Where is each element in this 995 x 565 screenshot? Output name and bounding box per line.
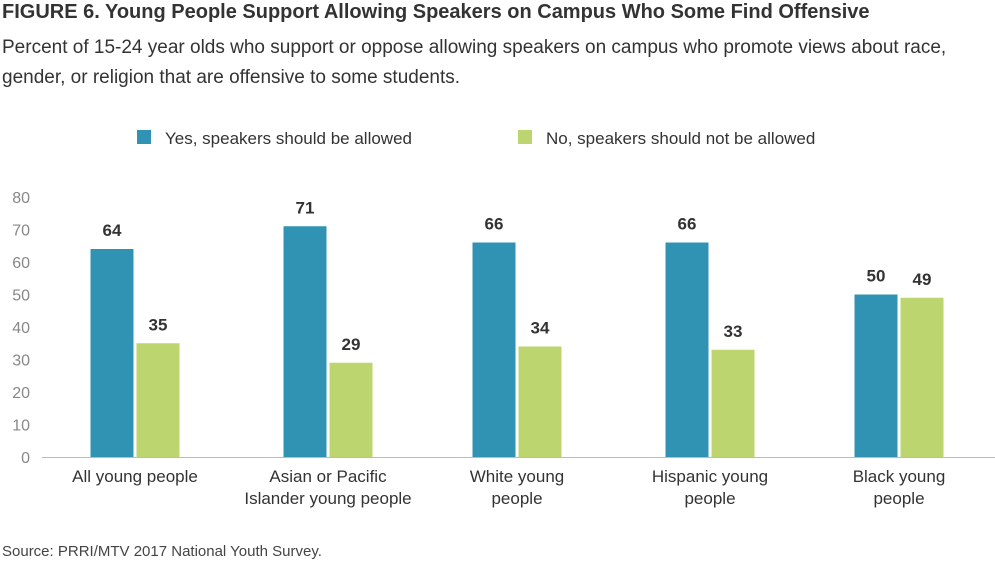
bar-yes-2 [283,226,327,457]
y-tick-label: 80 [12,190,30,207]
legend-swatch-2 [518,130,532,144]
x-category-label-1: All young people [72,467,198,486]
chart-title: FIGURE 6. Young People Support Allowing … [2,1,870,23]
y-tick-label: 10 [12,418,30,435]
data-label-no-4: 33 [724,322,743,341]
bars: 64 35 71 29 66 34 66 33 50 49 [90,198,944,457]
y-tick-label: 0 [21,450,30,467]
data-label-yes-4: 66 [678,215,697,234]
y-tick-label: 20 [12,385,30,402]
data-label-no-3: 34 [531,319,550,338]
bar-no-4 [711,349,755,457]
y-tick-label: 50 [12,288,30,305]
legend-swatch-1 [137,130,151,144]
bar-yes-3 [472,242,516,457]
data-label-yes-2: 71 [296,198,315,217]
x-category-label-3: White young people [470,467,565,508]
bar-yes-1 [90,249,134,457]
data-label-no-1: 35 [149,315,168,334]
y-axis: 0 10 20 30 40 50 60 70 80 [12,190,30,467]
data-label-no-5: 49 [913,270,932,289]
y-tick-label: 40 [12,320,30,337]
bar-yes-5 [854,294,898,457]
x-axis: All young people Asian or Pacific Islander… [42,457,995,508]
bar-no-1 [136,343,180,457]
data-label-no-2: 29 [342,335,361,354]
legend-label-2: No, speakers should not be allowed [546,129,815,148]
data-label-yes-5: 50 [867,267,886,286]
chart-subtitle: Percent of 15-24 year olds who support o… [2,37,947,88]
legend-label-1: Yes, speakers should be allowed [165,129,412,148]
bar-no-3 [518,346,562,457]
data-label-yes-1: 64 [103,221,122,240]
y-tick-label: 70 [12,223,30,240]
x-category-label-2: Asian or Pacific Islander young people [244,467,411,508]
data-label-yes-3: 66 [485,215,504,234]
x-category-label-5: Black young people [853,467,946,508]
source-note: Source: PRRI/MTV 2017 National Youth Sur… [2,543,322,560]
bar-yes-4 [665,242,709,457]
y-tick-label: 60 [12,255,30,272]
x-category-label-4: Hispanic young people [652,467,768,508]
bar-no-5 [900,297,944,457]
bar-no-2 [329,362,373,457]
legend: Yes, speakers should be allowed No, speak… [137,129,815,148]
y-tick-label: 30 [12,353,30,370]
